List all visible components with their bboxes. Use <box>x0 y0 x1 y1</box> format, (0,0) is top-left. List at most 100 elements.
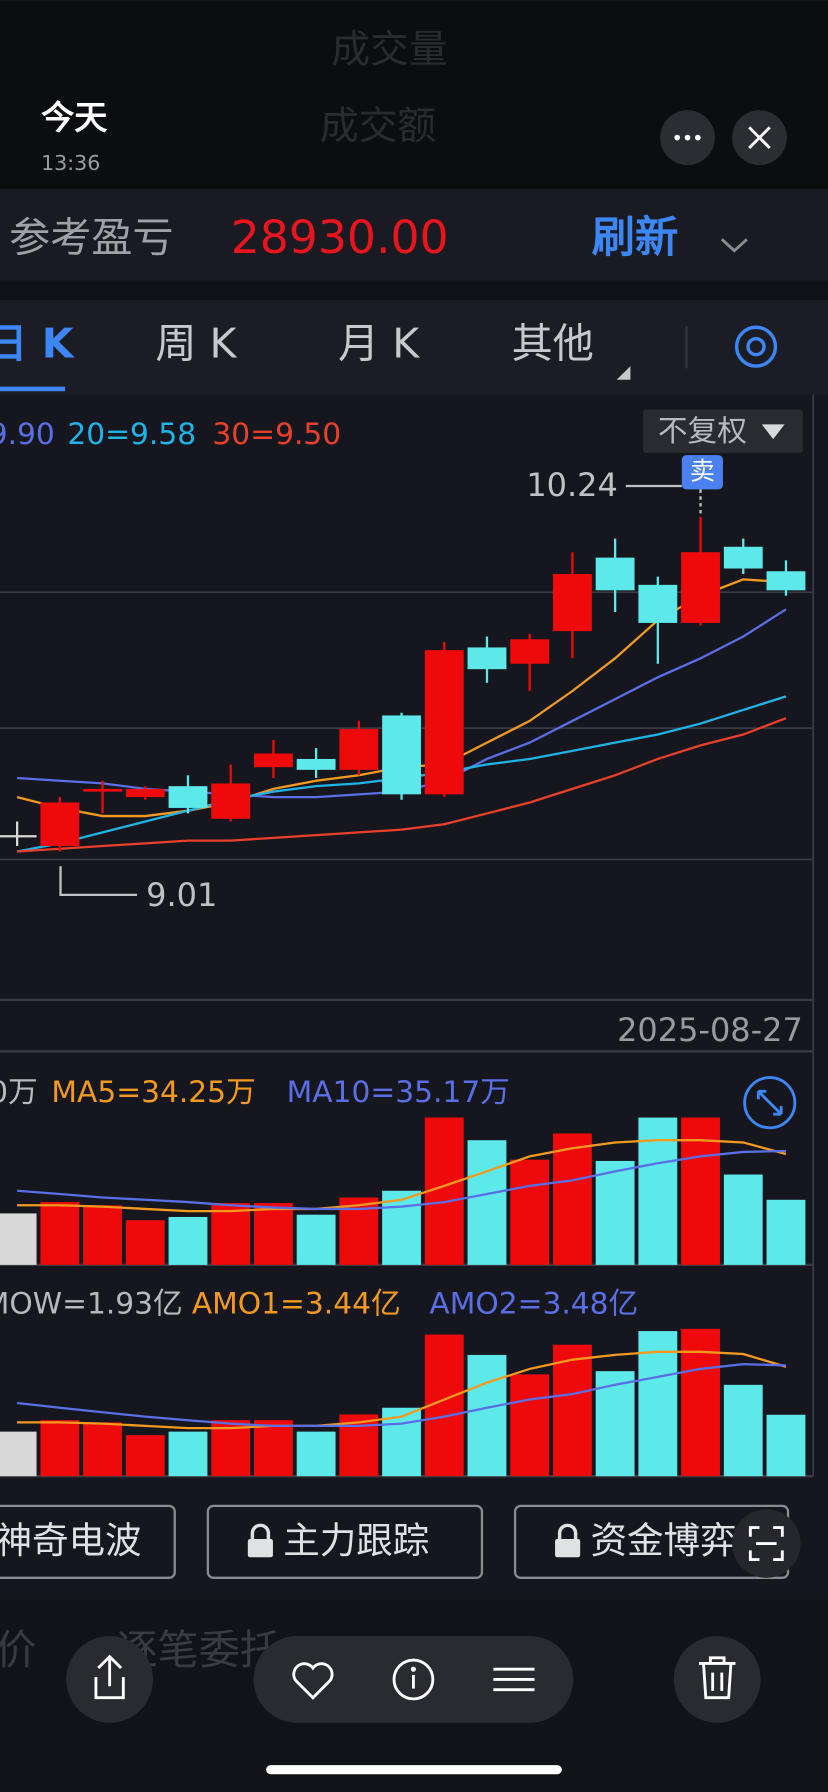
legend-entry: MA10=35.17万 <box>287 1075 510 1110</box>
share-icon <box>94 1654 125 1700</box>
bar <box>467 1140 507 1265</box>
low-label: 9.01 <box>146 876 217 914</box>
ghost-text: 成交额 <box>320 104 437 149</box>
time: 13:36 <box>41 151 100 175</box>
sell-badge <box>681 455 723 490</box>
scan-icon <box>748 1526 784 1561</box>
ma-legend: 10=9.90 <box>0 417 55 452</box>
title: 今天 <box>41 98 108 137</box>
expand-icon[interactable] <box>743 1076 797 1130</box>
candle-body <box>168 786 208 808</box>
ghost-tab: 价 <box>0 1626 37 1674</box>
candle-body <box>83 788 122 792</box>
date: 2025-08-27 <box>617 1011 803 1049</box>
chevron <box>720 238 748 253</box>
lock-icon <box>555 1523 581 1558</box>
settings-icon[interactable] <box>734 325 778 368</box>
legend-entry: AMO1=3.44亿 <box>192 1286 401 1321</box>
like-button[interactable] <box>292 1662 334 1700</box>
more-icon <box>674 134 701 141</box>
bar <box>595 1160 635 1265</box>
candle-body <box>467 647 507 670</box>
sell-label: 卖 <box>690 456 715 485</box>
candle-body <box>253 753 293 768</box>
bar <box>467 1354 507 1477</box>
charts: 10=9.90 20=9.58 30=9.50 10.24 9.01 VOL=20.10万… <box>0 417 806 1477</box>
bar <box>0 1431 37 1477</box>
adjust-label: 不复权 <box>658 414 747 449</box>
profit-label: 参考盈亏 <box>9 213 173 261</box>
candle-body <box>40 802 80 847</box>
indicator-label: AMOW=1.93亿 <box>0 1286 183 1321</box>
bar <box>0 1213 37 1265</box>
ma-legend: 20=9.58 <box>67 417 196 452</box>
indicator-button[interactable] <box>0 1504 176 1579</box>
tab[interactable]: 周 K <box>155 320 237 368</box>
tab[interactable]: 日 K <box>0 320 76 368</box>
lock-icon <box>247 1523 273 1558</box>
candle-body <box>510 639 550 664</box>
profit-value: 28930.00 <box>231 211 449 264</box>
indicator-line <box>17 1350 787 1430</box>
button-label: 神奇电波 <box>0 1519 142 1562</box>
indicator-line <box>17 1362 787 1428</box>
bar <box>766 1414 806 1477</box>
candle-body <box>382 715 421 795</box>
tab-triangle <box>616 366 631 380</box>
candle-body <box>339 729 379 770</box>
bar <box>638 1117 678 1265</box>
tab-underline <box>0 386 66 392</box>
tab-bar <box>0 299 828 395</box>
candle-body <box>296 758 336 770</box>
ma-legend: 30=9.50 <box>212 417 341 452</box>
separator <box>0 280 828 300</box>
candle-body <box>766 571 806 591</box>
tab[interactable]: 其他 <box>512 320 594 368</box>
candle-body <box>424 650 464 795</box>
bar <box>552 1344 592 1477</box>
bar <box>168 1431 208 1477</box>
button-label: 主力跟踪 <box>283 1519 429 1562</box>
profit-row <box>0 189 828 281</box>
bar <box>40 1420 80 1477</box>
refresh-button[interactable]: 刷新 <box>592 213 679 263</box>
adjust-button[interactable] <box>642 409 803 453</box>
adjust-icon[interactable] <box>493 1667 535 1692</box>
candle-body <box>211 783 251 819</box>
legend-entry: AMO2=3.48亿 <box>429 1286 638 1321</box>
bar <box>83 1205 122 1265</box>
tab[interactable]: 月 K <box>338 320 420 368</box>
bar <box>510 1159 550 1265</box>
bar <box>253 1203 293 1265</box>
home-indicator <box>266 1765 562 1775</box>
info-button[interactable] <box>392 1658 435 1701</box>
indicator-line <box>17 1139 787 1213</box>
close-icon <box>748 126 771 149</box>
adjust-triangle <box>761 424 785 440</box>
bar <box>681 1117 720 1265</box>
bar <box>382 1190 421 1265</box>
delete-button[interactable] <box>673 1636 761 1723</box>
bar <box>125 1435 165 1477</box>
indicator-line <box>17 1149 786 1211</box>
bar <box>296 1214 336 1265</box>
candle-body <box>681 552 720 623</box>
bar <box>125 1220 165 1265</box>
bar <box>766 1199 806 1265</box>
indicator-label: VOL=20.10万 <box>0 1075 38 1110</box>
indicator-button[interactable] <box>206 1504 484 1579</box>
bar <box>253 1420 293 1477</box>
bar <box>168 1216 208 1265</box>
annotation-line <box>59 866 138 896</box>
bar <box>296 1431 336 1477</box>
legend-entry: MA5=34.25万 <box>51 1075 255 1110</box>
candle-body <box>638 584 678 623</box>
delete-icon <box>698 1656 736 1700</box>
candle-body <box>595 557 635 591</box>
ghost-text: 成交量 <box>331 28 447 73</box>
button-label: 资金博弈 <box>590 1519 736 1562</box>
bar <box>510 1374 550 1477</box>
moving-average <box>17 717 787 853</box>
